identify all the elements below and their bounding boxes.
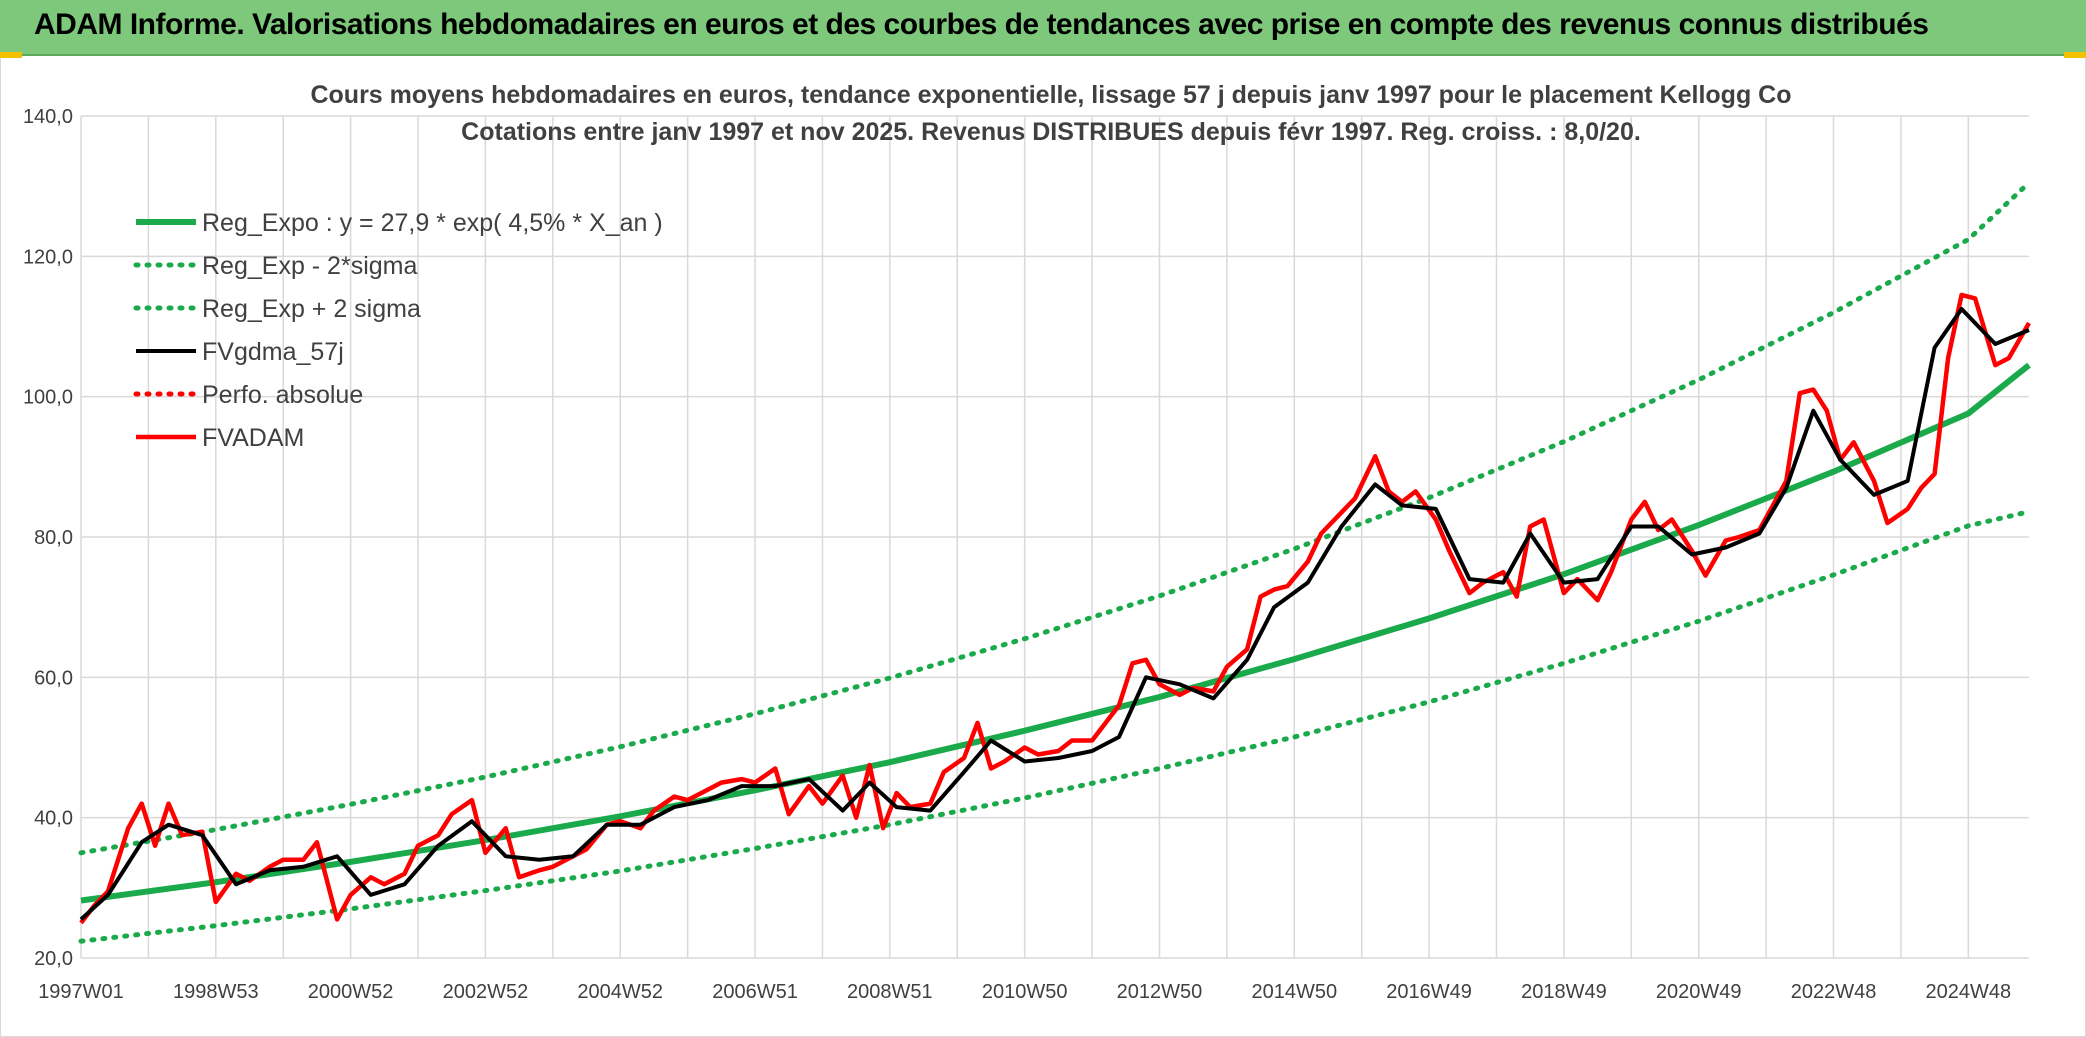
series-line xyxy=(80,362,2031,904)
series-line xyxy=(79,292,2031,925)
gridlines xyxy=(80,115,2029,959)
x-tick-label: 2000W52 xyxy=(308,981,394,1003)
x-tick-label: 2014W50 xyxy=(1251,981,1337,1003)
x-tick-label: 1997W01 xyxy=(38,981,124,1003)
y-tick-label: 140,0 xyxy=(23,106,73,128)
legend-label: Reg_Expo : y = 27,9 * exp( 4,5% * X_an ) xyxy=(202,209,663,237)
chart-title: Cours moyens hebdomadaires en euros, ten… xyxy=(310,81,1791,146)
y-tick-label: 20,0 xyxy=(34,948,73,970)
x-tick-label: 2006W51 xyxy=(712,981,798,1003)
x-tick-label: 2010W50 xyxy=(982,981,1068,1003)
y-tick-label: 120,0 xyxy=(23,246,73,268)
legend-label: FVgdma_57j xyxy=(202,338,344,366)
y-tick-label: 60,0 xyxy=(34,667,73,689)
legend-label: Reg_Exp + 2 sigma xyxy=(202,295,421,323)
line-chart: 20,0 40,0 60,0 80,0 100,0 120,0 140,0 1997W01 19… xyxy=(23,81,2032,1003)
legend-label: FVADAM xyxy=(202,424,304,452)
x-tick-label: 2018W49 xyxy=(1521,981,1607,1003)
x-tick-label: 2024W48 xyxy=(1926,981,2012,1003)
legend-label: Reg_Exp - 2*sigma xyxy=(202,252,417,280)
series-line xyxy=(79,307,2030,921)
chart-area: 20,0 40,0 60,0 80,0 100,0 120,0 140,0 1997W01 19… xyxy=(0,58,2086,1037)
x-tick-label: 2012W50 xyxy=(1117,981,1203,1003)
report-title: ADAM Informe. Valorisations hebdomadaire… xyxy=(34,8,1929,41)
legend-label: Perfo. absolue xyxy=(202,381,363,409)
report-banner: ADAM Informe. Valorisations hebdomadaire… xyxy=(0,0,2086,56)
chart-title-line: Cotations entre janv 1997 et nov 2025. R… xyxy=(461,118,1641,146)
x-tick-label: 2002W52 xyxy=(443,981,529,1003)
series-line xyxy=(78,180,2032,856)
x-tick-label: 1998W53 xyxy=(173,981,259,1003)
corner-mark-left xyxy=(0,52,22,58)
y-tick-label: 100,0 xyxy=(23,387,73,409)
corner-mark-right xyxy=(2064,52,2086,58)
series-line xyxy=(78,509,2032,944)
legend: Reg_Expo : y = 27,9 * exp( 4,5% * X_an )… xyxy=(133,209,663,452)
x-tick-label: 2008W51 xyxy=(847,981,933,1003)
series-lines xyxy=(78,180,2032,944)
x-tick-label: 2016W49 xyxy=(1386,981,1472,1003)
x-tick-label: 2004W52 xyxy=(577,981,663,1003)
chart-title-line: Cours moyens hebdomadaires en euros, ten… xyxy=(310,81,1791,109)
x-tick-label: 2020W49 xyxy=(1656,981,1742,1003)
x-tick-label: 2022W48 xyxy=(1791,981,1877,1003)
y-tick-label: 80,0 xyxy=(34,527,73,549)
y-tick-label: 40,0 xyxy=(34,808,73,830)
axis-labels: 20,0 40,0 60,0 80,0 100,0 120,0 140,0 1997W01 19… xyxy=(23,106,2011,1003)
